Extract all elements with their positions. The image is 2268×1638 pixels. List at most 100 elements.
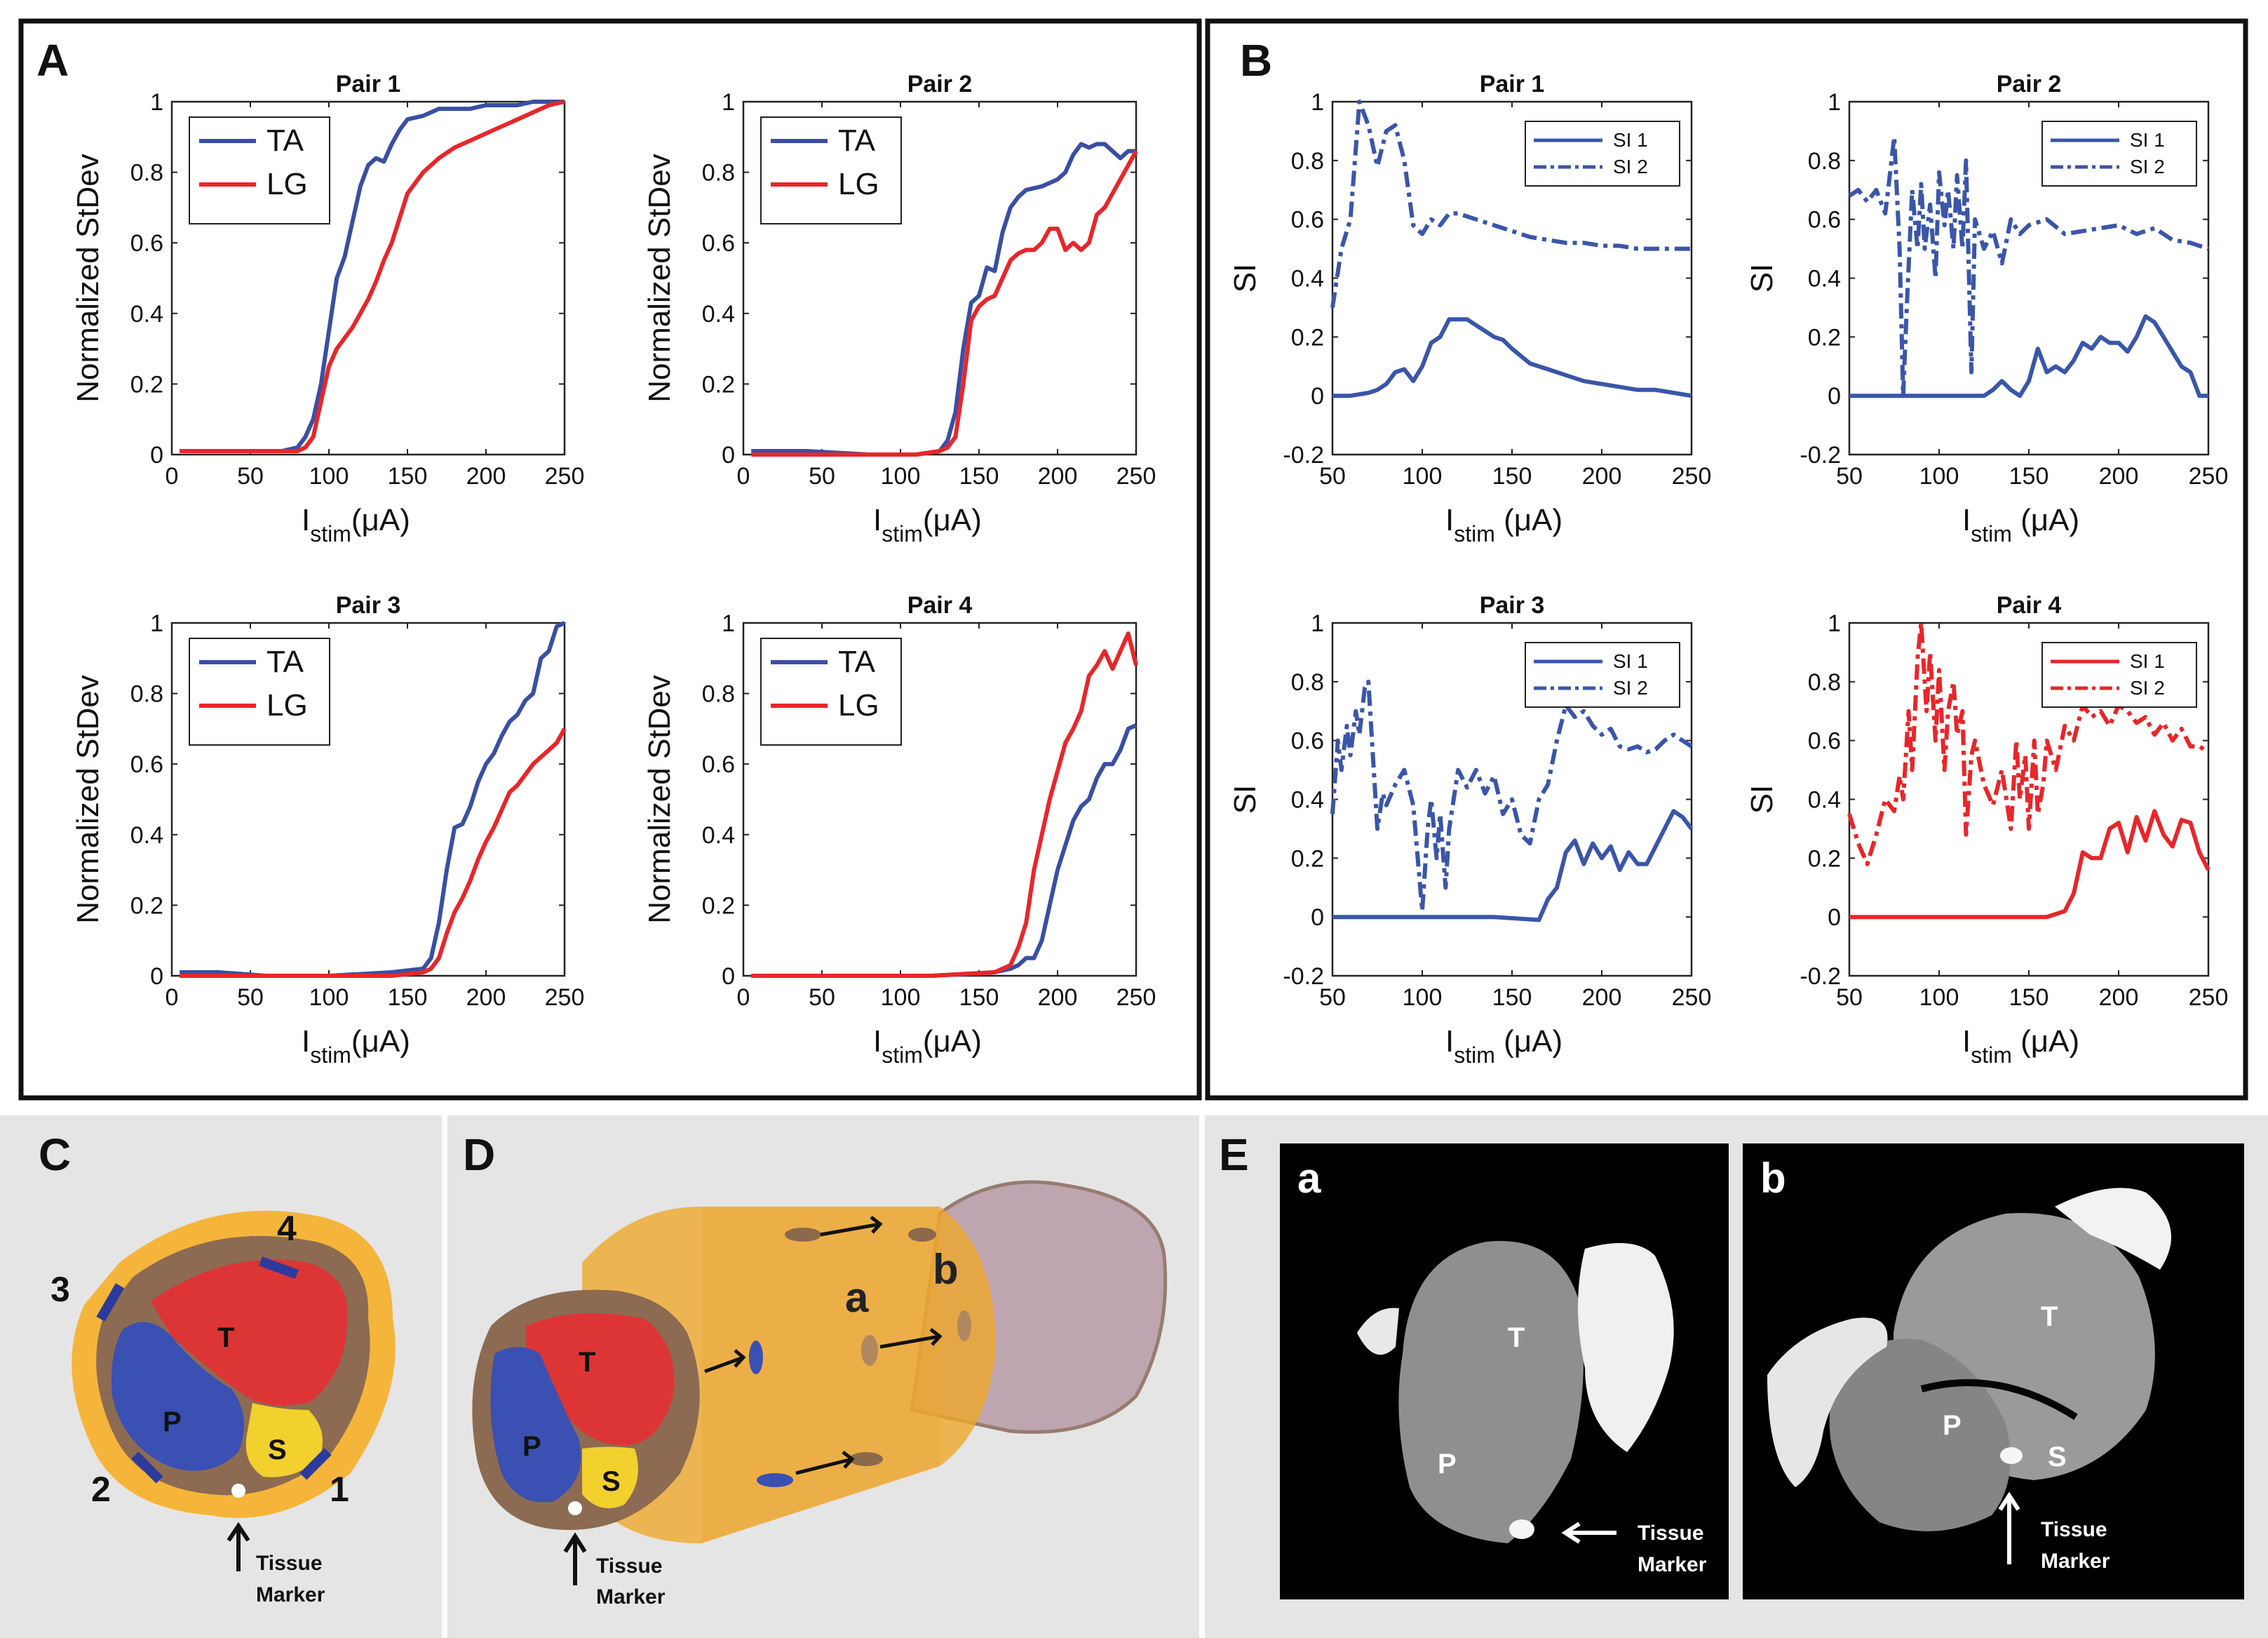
x-axis-label: Istim (μA) [1445,503,1562,546]
y-tick-label: 0.8 [130,160,163,187]
y-tick-label: 0.6 [1808,728,1841,755]
x-axis-label: Istim(μA) [302,1024,410,1068]
contact-ellipse [957,1310,971,1341]
chart-title: Pair 1 [1480,71,1545,98]
y-tick-label: 0 [722,442,735,469]
x-tick-label: 150 [2009,463,2049,490]
fascicle-p [490,1347,581,1503]
legend-label: SI 2 [2130,677,2165,699]
label-p: P [1438,1449,1457,1479]
x-tick-label: 100 [1403,984,1443,1011]
fascicle-p [112,1322,244,1471]
electrode-2 [131,1451,163,1484]
y-tick-label: 0.4 [1808,266,1841,293]
y-tick-label: -0.2 [1800,442,1841,469]
electrode-4 [259,1256,299,1280]
x-axis-label: Istim(μA) [873,1024,982,1068]
label-b: b [1760,1155,1786,1202]
electrode-1 [299,1448,332,1480]
chart-a-pair-1: Pair 1 0 50 100 150 200 250 0 0.2 0.4 0.6 0.8 1 Istim… [71,71,584,546]
legend-box [1525,642,1680,708]
nerve-tissue-b [1829,1338,2011,1531]
legend-label: SI 1 [2130,650,2165,672]
legend-box [189,638,330,746]
bright-tissue-b [2055,1188,2171,1270]
x-tick-label: 0 [737,463,750,490]
legend-label: SI 1 [2130,129,2165,151]
panel-a-letter: A [36,35,69,86]
y-axis-label: SI [1228,264,1262,293]
tissue-marker-spot-a [1509,1519,1534,1539]
marker-text-2: Marker [256,1583,325,1606]
label-t: T [2041,1301,2058,1332]
x-tick-label: 50 [237,984,264,1011]
legend-box [760,116,902,224]
x-tick-label: 50 [237,463,264,490]
series-line-si-1 [1332,317,1692,398]
marker-text-1: Tissue [2041,1518,2107,1541]
y-tick-label: 1 [1311,610,1324,637]
x-tick-label: 50 [1319,984,1346,1011]
x-tick-label: 50 [809,463,835,490]
x-tick-label: 250 [1672,463,1712,490]
series-line-si-2 [1330,679,1693,913]
x-tick-label: 150 [1492,463,1532,490]
legend-label: LG [838,688,879,723]
y-tick-label: 0 [150,963,163,990]
x-axis-label: Istim (μA) [1962,1024,2079,1068]
y-tick-label: 0 [1311,904,1324,931]
y-tick-label: 0.2 [702,371,735,398]
chart-title: Pair 3 [1480,592,1545,619]
label-s: S [602,1466,621,1497]
x-tick-label: 0 [166,463,179,490]
y-tick-label: 0.2 [130,371,163,398]
panel-b-letter: B [1240,35,1272,86]
marker-arrow-b [1998,1491,2020,1564]
y-tick-label: 0 [1828,383,1841,410]
y-tick-label: 0.6 [1808,207,1841,234]
x-tick-label: 200 [1582,984,1622,1011]
x-tick-label: 0 [737,984,750,1011]
x-tick-label: 100 [881,984,921,1011]
marker-text-2: Marker [2041,1550,2110,1573]
fascicle-boundary [1920,1379,2078,1421]
panel-c-letter: C [39,1129,71,1180]
series-line-si-2 [1330,100,1692,308]
x-tick-label: 150 [959,984,999,1011]
nerve-tissue-a [1398,1241,1584,1543]
y-axis-label: SI [1228,785,1262,814]
legend-label: SI 2 [1613,156,1648,177]
arrow [879,1328,943,1349]
y-tick-label: 0.2 [702,892,735,919]
tissue-marker-dot [231,1484,245,1498]
marker-arrow [563,1532,587,1585]
fascicle-s [245,1403,323,1477]
chart-title: Pair 2 [907,71,973,98]
y-tick-label: 0.2 [1291,324,1324,351]
label-1: 1 [330,1470,349,1509]
y-tick-label: 0 [1311,383,1324,410]
x-tick-label: 100 [1919,984,1959,1011]
y-tick-label: 0.8 [1808,669,1841,696]
label-b: b [933,1246,959,1293]
x-tick-label: 200 [2099,463,2139,490]
label-a: a [1297,1155,1321,1202]
electrode-3 [96,1283,125,1322]
y-tick-label: 0.4 [1808,787,1841,814]
y-tick-label: 0.6 [130,230,163,257]
arrow [820,1216,883,1237]
y-tick-label: 0.8 [1291,148,1324,175]
marker-text-1: Tissue [596,1555,663,1578]
arrow [704,1349,746,1374]
x-axis-label: Istim(μA) [873,503,982,546]
label-t: T [1508,1322,1525,1353]
y-tick-label: 1 [150,610,163,637]
series-line-si-1 [1849,314,2208,398]
chart-a-pair-2: Pair 2 0 50 100 150 200 250 0 0.2 0.4 0.6 0.8 1 Istim… [642,71,1156,546]
y-tick-label: 0.8 [1291,669,1324,696]
y-tick-label: 0.8 [130,681,163,708]
y-tick-label: 0.4 [702,822,735,849]
y-axis-label: Normalized StDev [642,154,677,403]
series-line-ta [751,142,1136,457]
label-2: 2 [91,1470,111,1509]
